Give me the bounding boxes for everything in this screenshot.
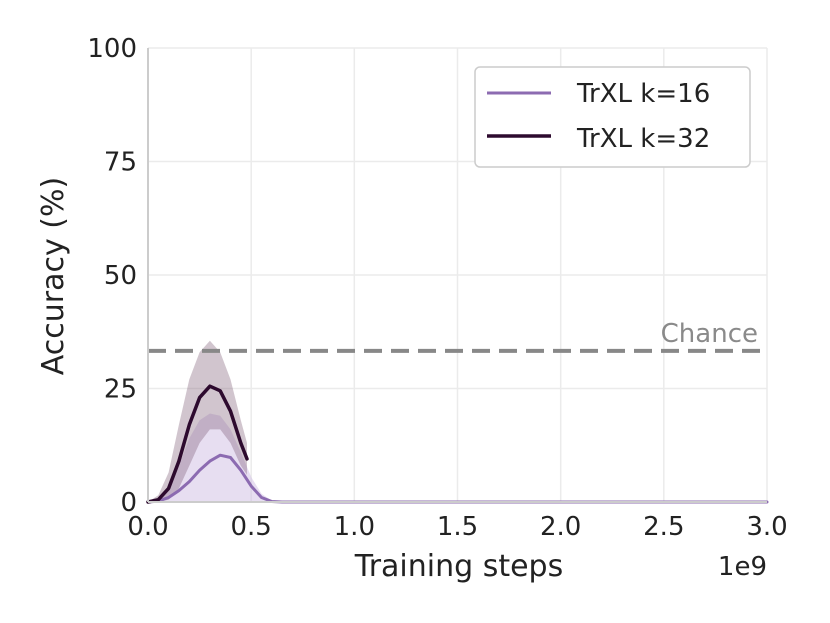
x-tick-label: 1.0	[334, 512, 375, 542]
x-axis-offset-label: 1e9	[718, 552, 767, 582]
chance-reference: Chance	[148, 319, 767, 353]
x-tick-label: 3.0	[746, 512, 787, 542]
x-tick-label: 2.0	[540, 512, 581, 542]
y-tick-label: 25	[104, 375, 137, 405]
x-axis-title: Training steps	[354, 549, 563, 584]
band-k16	[148, 413, 767, 502]
x-tick-label: 0.5	[230, 512, 271, 542]
legend-label-k16: TrXL k=16	[576, 79, 710, 109]
x-tick-label: 2.5	[643, 512, 684, 542]
y-tick-label: 75	[104, 148, 137, 178]
legend: TrXL k=16 TrXL k=32	[474, 66, 751, 168]
y-tick-label: 50	[104, 261, 137, 291]
y-tick-label: 100	[87, 34, 137, 64]
chance-label: Chance	[661, 319, 758, 349]
legend-label-k32: TrXL k=32	[576, 124, 710, 154]
x-tick-label: 0.0	[127, 512, 168, 542]
series-line-k32	[146, 384, 249, 504]
confidence-bands	[148, 340, 767, 502]
x-tick-label: 1.5	[437, 512, 478, 542]
tick-labels: 0.0 0.5 1.0 1.5 2.0 2.5 3.0 0 25 50 75 100	[87, 34, 787, 542]
y-axis-title: Accuracy (%)	[36, 177, 71, 375]
band-k32	[148, 340, 247, 502]
y-tick-label: 0	[120, 488, 137, 518]
axes	[147, 48, 767, 503]
